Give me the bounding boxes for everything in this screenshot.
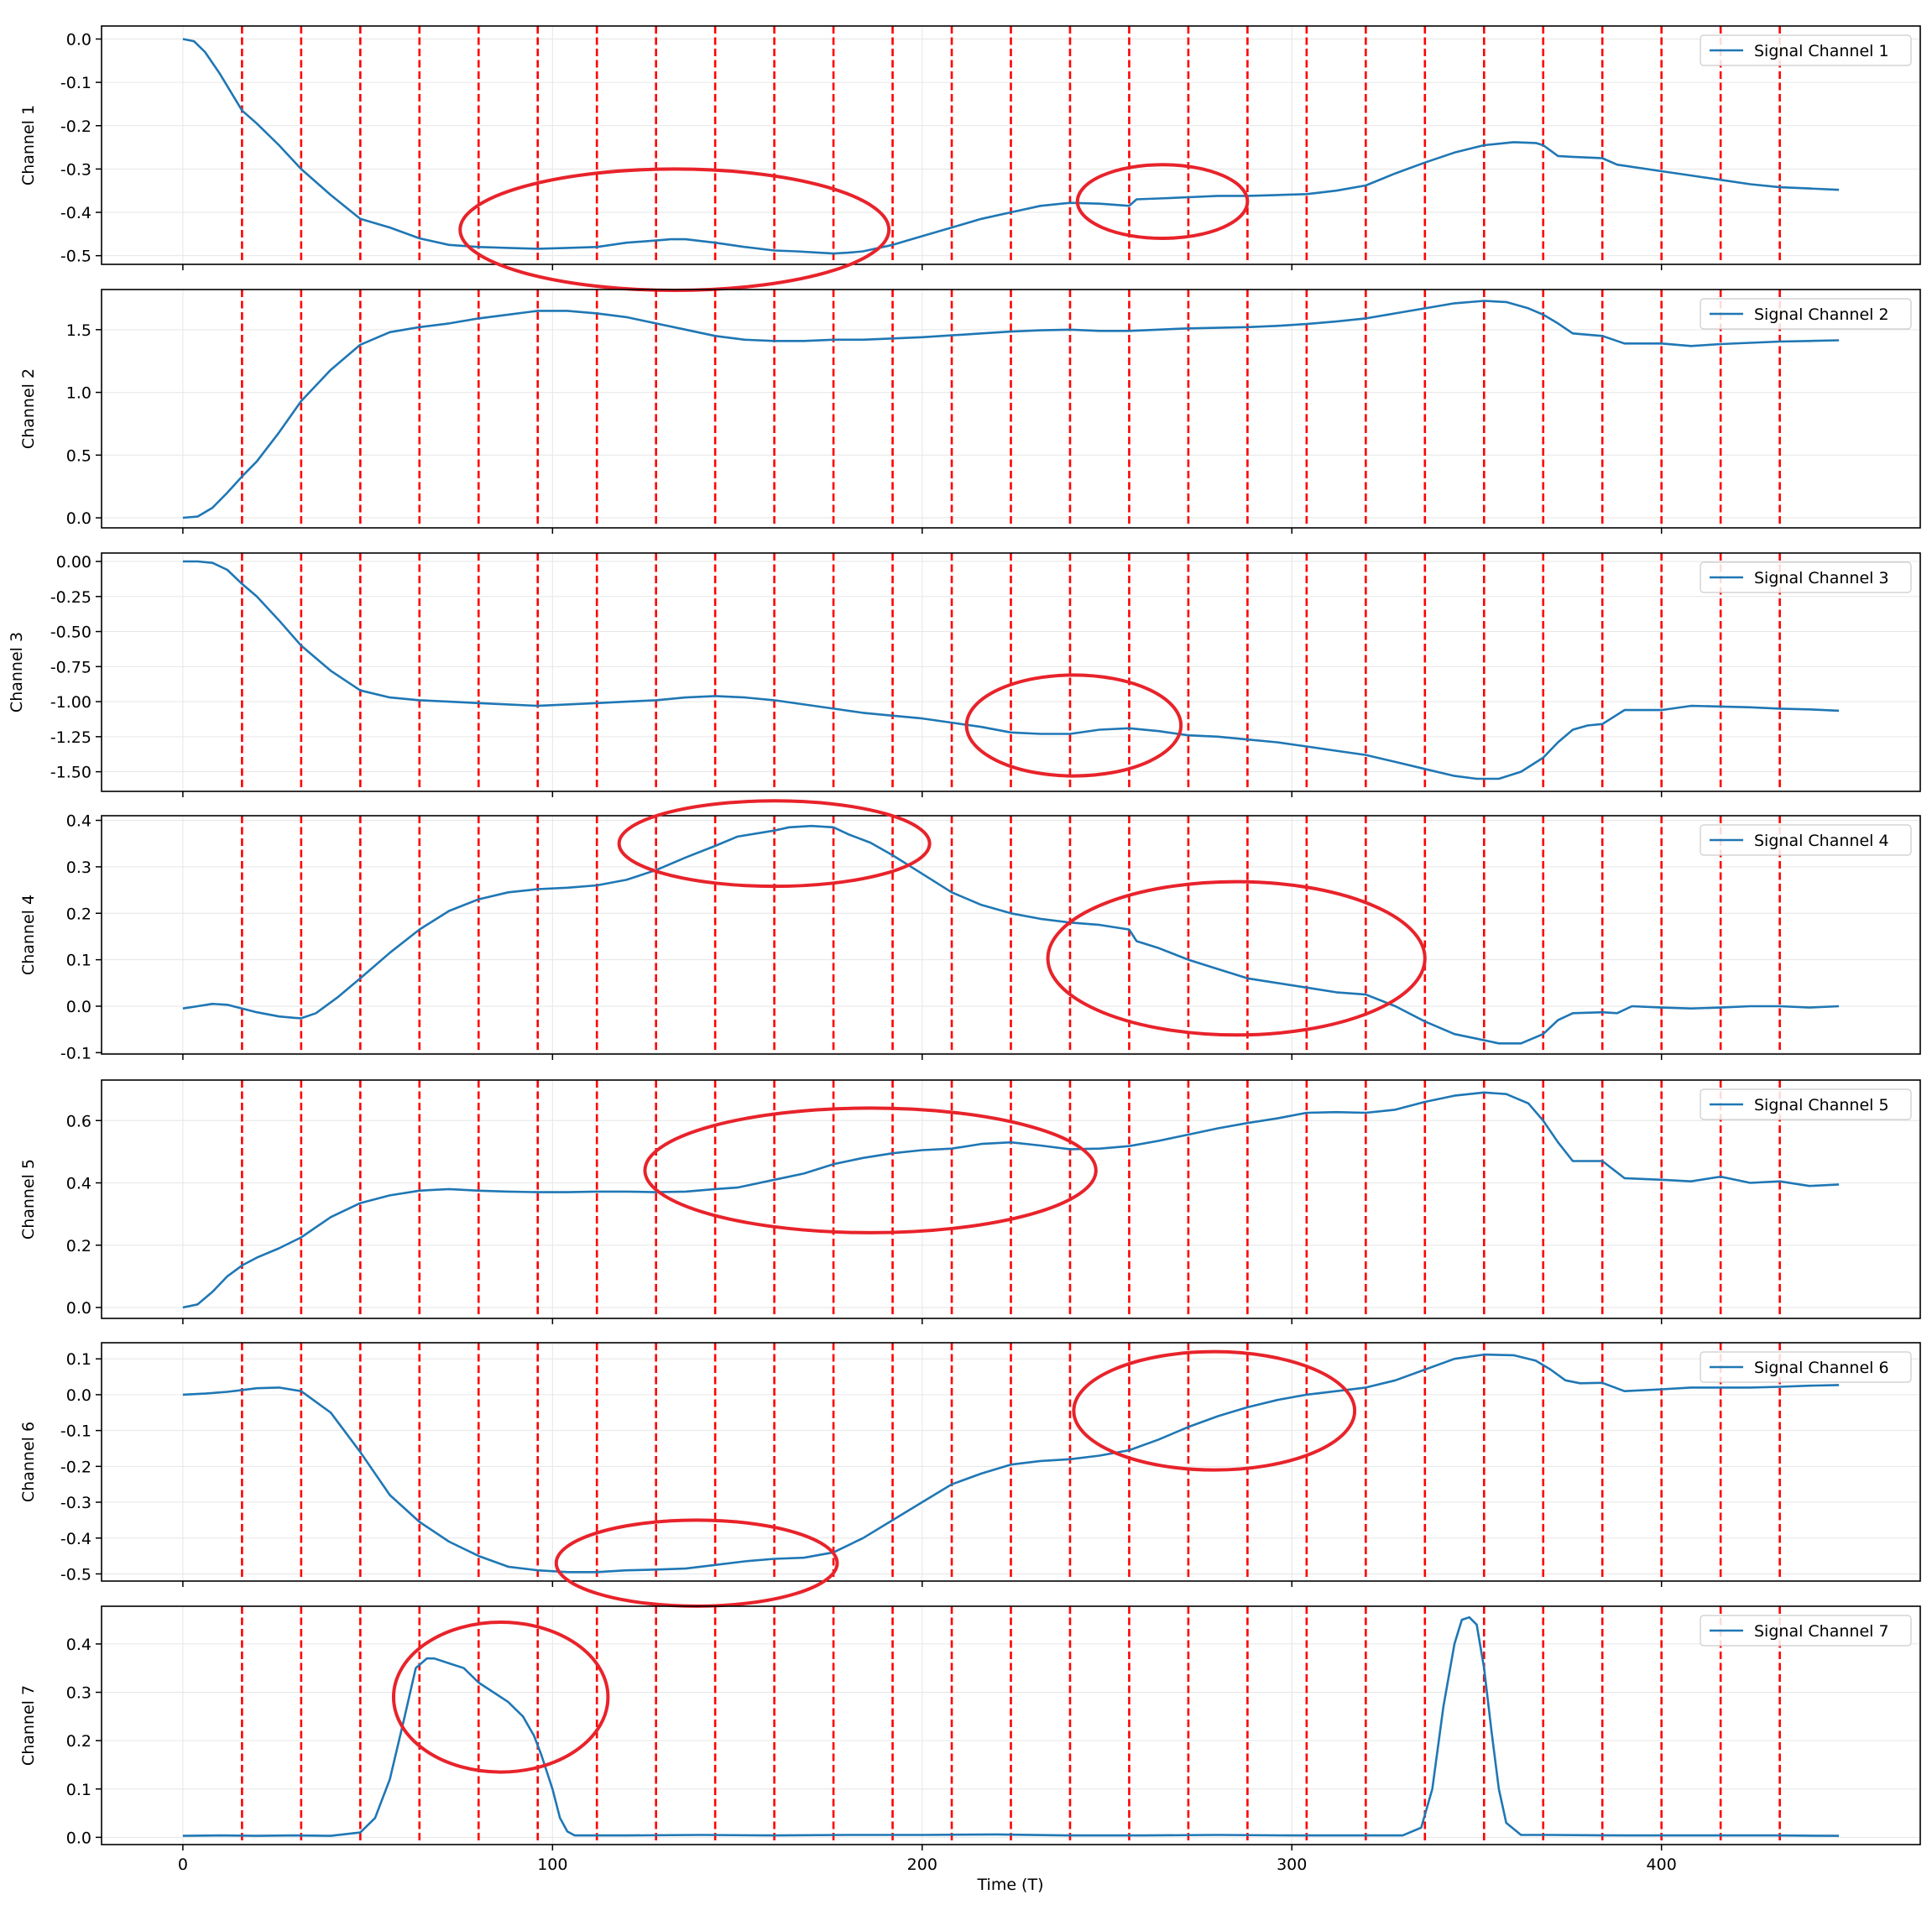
legend-box [1700,561,1912,593]
axes-frame [101,552,1921,792]
highlight-ellipse [458,167,891,292]
y-tick-label: 0.4 [66,812,91,831]
y-tick-label: 0.0 [66,1386,91,1405]
legend-box [1700,298,1912,330]
y-axis-label: Channel 1 [19,105,38,185]
highlight-ellipse [617,799,932,889]
y-tick-label: -0.75 [50,658,91,676]
y-tick-label: 0.00 [56,553,91,572]
y-axis-label: Channel 6 [19,1422,38,1502]
y-tick-label: -0.25 [50,588,91,607]
legend-label: Signal Channel 2 [1754,305,1889,324]
y-tick-label: -1.25 [50,728,91,747]
y-tick-label: -0.1 [60,1422,91,1441]
axes-frame [101,1079,1921,1319]
legend-box [1700,824,1912,856]
legend-label: Signal Channel 5 [1754,1096,1889,1114]
legend-label: Signal Channel 3 [1754,569,1889,587]
signal-line-channel-6 [182,1353,1840,1574]
y-tick-label: 0.2 [66,1237,91,1255]
x-tick-label: 400 [1647,1855,1677,1874]
signal-line-channel-1 [182,38,1840,255]
panel-7: 0.0 0.1 0.2 0.3 0.4 0 100 200 300 400 Channel 7 Sig… [19,1605,1921,1874]
y-tick-label: -0.2 [60,1458,91,1476]
y-tick-label: 0.2 [66,1732,91,1751]
y-tick-label: -0.3 [60,1494,91,1512]
x-tick-label: 0 [178,1855,188,1874]
x-tick-label: 300 [1277,1855,1307,1874]
y-tick-label: -0.1 [60,74,91,92]
panel-2: 0.0 0.5 1.0 1.5 Channel 2 Signal Channel 2 [19,289,1921,534]
signal-line-channel-5 [182,1091,1840,1309]
legend-box [1700,1351,1912,1383]
highlight-ellipse [1075,163,1250,241]
y-tick-label: 0.6 [66,1112,91,1130]
highlight-ellipse [1046,879,1427,1037]
legend-box [1700,1615,1912,1647]
y-tick-label: -1.00 [50,693,91,712]
x-tick-label: 200 [907,1855,937,1874]
panel-6: 0.1 0.0 -0.1 -0.2 -0.3 -0.4 -0.5 Channel 6 Signa… [19,1342,1921,1608]
y-tick-label: -0.5 [60,248,91,266]
axes-frame [101,289,1921,529]
legend-label: Signal Channel 7 [1754,1622,1889,1641]
axes-frame [101,1342,1921,1582]
x-tick-label: 100 [537,1855,567,1874]
signal-line-channel-3 [182,560,1840,780]
panel-4: 0.4 0.3 0.2 0.1 0.0 -0.1 Channel 4 Signal Chann… [19,799,1921,1062]
y-tick-label: 0.5 [66,446,91,465]
y-tick-label: -0.4 [60,1530,91,1548]
axes-frame [101,25,1921,265]
legend-box [1700,34,1912,66]
y-tick-label: 0.3 [66,1684,91,1703]
legend-box [1700,1088,1912,1120]
panel-5: 0.0 0.2 0.4 0.6 Channel 5 Signal Channel 5 [19,1079,1921,1324]
y-tick-label: 0.0 [66,509,91,528]
y-tick-label: 0.1 [66,1350,91,1369]
highlight-ellipse [1072,1349,1357,1472]
y-tick-label: 0.0 [66,1829,91,1847]
y-tick-label: 0.2 [66,905,91,923]
y-tick-label: -0.3 [60,160,91,179]
signal-line-channel-7 [182,1615,1840,1837]
y-tick-label: 1.0 [66,384,91,403]
axes-frame [101,815,1921,1055]
panel-3: 0.00 -0.25 -0.50 -0.75 -1.00 -1.25 -1.50 Channe… [8,552,1921,797]
x-axis-label: Time (T) [977,1876,1044,1894]
y-axis-label: Channel 5 [19,1159,38,1240]
y-tick-label: 0.4 [66,1636,91,1654]
highlight-ellipse [391,1621,610,1774]
y-tick-label: -0.2 [60,117,91,136]
y-tick-label: 1.5 [66,321,91,340]
y-tick-label: -0.1 [60,1044,91,1062]
y-tick-label: 0.1 [66,1781,91,1799]
highlight-ellipse [964,673,1183,778]
highlight-ellipse [643,1106,1098,1234]
y-tick-label: -1.50 [50,764,91,782]
signal-line-channel-4 [182,824,1840,1045]
y-tick-label: 0.3 [66,859,91,877]
signal-line-channel-2 [182,300,1840,519]
y-tick-label: 0.0 [66,1299,91,1318]
legend-label: Signal Channel 1 [1754,42,1889,60]
y-tick-label: 0.4 [66,1175,91,1193]
y-axis-label: Channel 4 [19,895,38,975]
y-tick-label: -0.5 [60,1565,91,1584]
y-axis-label: Channel 2 [19,368,38,449]
highlight-ellipse [554,1518,839,1608]
y-tick-label: -0.4 [60,204,91,222]
y-tick-label: 0.0 [66,998,91,1016]
y-tick-label: -0.50 [50,624,91,642]
y-axis-label: Channel 3 [8,632,26,712]
panel-1: 0.0 -0.1 -0.2 -0.3 -0.4 -0.5 Channel 1 Signal C… [19,25,1921,292]
y-tick-label: 0.1 [66,952,91,970]
axes-frame [101,1605,1921,1845]
legend-label: Signal Channel 4 [1754,832,1889,850]
y-axis-label: Channel 7 [19,1685,38,1766]
legend-label: Signal Channel 6 [1754,1359,1889,1377]
y-tick-label: 0.0 [66,30,91,49]
